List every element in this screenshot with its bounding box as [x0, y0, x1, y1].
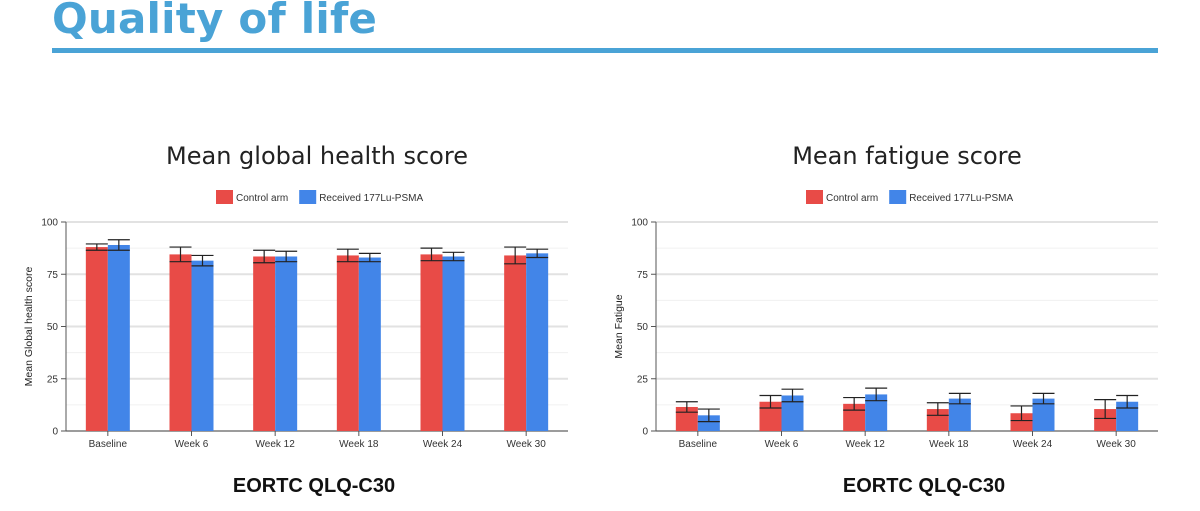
- chart-global-health: Mean global health score Control arm Recei…: [20, 130, 600, 460]
- bar-received-177lu-psma-week-30: [1116, 401, 1139, 431]
- legend-label-control-arm: Control arm: [236, 193, 288, 204]
- bar-control-arm-week-6: [169, 254, 192, 431]
- bar-control-arm-week-30: [504, 255, 527, 431]
- bar-received-177lu-psma-week-18: [358, 257, 381, 431]
- bar-control-arm-baseline: [675, 406, 698, 431]
- x-tick-label-week-24: Week 24: [1013, 439, 1053, 450]
- y-tick-label: 25: [637, 374, 649, 385]
- x-tick-label-week-18: Week 18: [929, 439, 969, 450]
- bar-received-177lu-psma-week-6: [781, 395, 804, 431]
- bar-received-177lu-psma-week-12: [865, 394, 888, 431]
- legend-swatch-received-177lu-psma: [889, 190, 907, 204]
- bar-control-arm-week-18: [926, 409, 949, 431]
- y-tick-label: 75: [47, 270, 59, 281]
- caption-right: EORTC QLQ-C30: [842, 475, 1006, 497]
- bar-received-177lu-psma-week-30: [526, 253, 549, 431]
- x-tick-label-baseline: Baseline: [89, 439, 128, 450]
- legend-swatch-received-177lu-psma: [299, 190, 317, 204]
- y-tick-label: 100: [41, 218, 58, 229]
- y-tick-label: 50: [47, 322, 59, 333]
- bar-control-arm-week-24: [420, 254, 443, 431]
- y-tick-label: 25: [47, 374, 59, 385]
- legend-label-control-arm: Control arm: [826, 193, 878, 204]
- y-tick-label: 100: [631, 218, 648, 229]
- y-axis-label: Mean Fatigue: [613, 294, 625, 358]
- bar-received-177lu-psma-week-24: [1032, 398, 1055, 431]
- x-tick-label-week-30: Week 30: [1097, 439, 1137, 450]
- bar-control-arm-week-18: [336, 255, 359, 431]
- y-tick-label: 0: [52, 427, 58, 438]
- chart-fatigue: Mean fatigue score Control arm Received 17…: [610, 130, 1190, 460]
- bar-control-arm-week-12: [253, 256, 276, 431]
- x-tick-label-week-12: Week 12: [846, 439, 886, 450]
- x-tick-label-baseline: Baseline: [679, 439, 718, 450]
- y-tick-label: 0: [642, 427, 648, 438]
- y-tick-label: 75: [637, 270, 649, 281]
- bar-control-arm-week-6: [759, 401, 782, 431]
- legend-swatch-control-arm: [806, 190, 823, 204]
- bar-received-177lu-psma-baseline: [697, 415, 720, 431]
- fatigue-chart-svg: Mean fatigue score Control arm Received 17…: [613, 142, 1158, 450]
- legend-swatch-control-arm: [216, 190, 233, 204]
- title-underline: [52, 48, 1158, 53]
- x-tick-label-week-30: Week 30: [507, 439, 547, 450]
- x-tick-label-week-6: Week 6: [175, 439, 209, 450]
- y-tick-label: 50: [637, 322, 649, 333]
- global-health-chart-svg: Mean global health score Control arm Recei…: [23, 142, 568, 450]
- bar-control-arm-baseline: [85, 247, 108, 431]
- bar-received-177lu-psma-week-12: [275, 256, 298, 431]
- legend-label-received-177lu-psma: Received 177Lu-PSMA: [319, 193, 423, 204]
- bar-control-arm-week-30: [1094, 409, 1117, 431]
- x-tick-label-week-24: Week 24: [423, 439, 463, 450]
- chart-title: Mean global health score: [166, 142, 468, 170]
- y-axis-label: Mean Global health score: [23, 267, 35, 387]
- bar-received-177lu-psma-week-18: [948, 398, 971, 431]
- bar-received-177lu-psma-baseline: [107, 244, 130, 431]
- bar-received-177lu-psma-week-24: [442, 256, 465, 431]
- x-tick-label-week-18: Week 18: [339, 439, 379, 450]
- caption-left: EORTC QLQ-C30: [232, 475, 396, 497]
- bar-control-arm-week-24: [1010, 413, 1033, 431]
- chart-title: Mean fatigue score: [792, 142, 1022, 170]
- x-tick-label-week-6: Week 6: [765, 439, 799, 450]
- bar-received-177lu-psma-week-6: [191, 260, 214, 431]
- legend-label-received-177lu-psma: Received 177Lu-PSMA: [909, 193, 1013, 204]
- x-tick-label-week-12: Week 12: [256, 439, 296, 450]
- slide-title: Quality of life: [52, 0, 378, 43]
